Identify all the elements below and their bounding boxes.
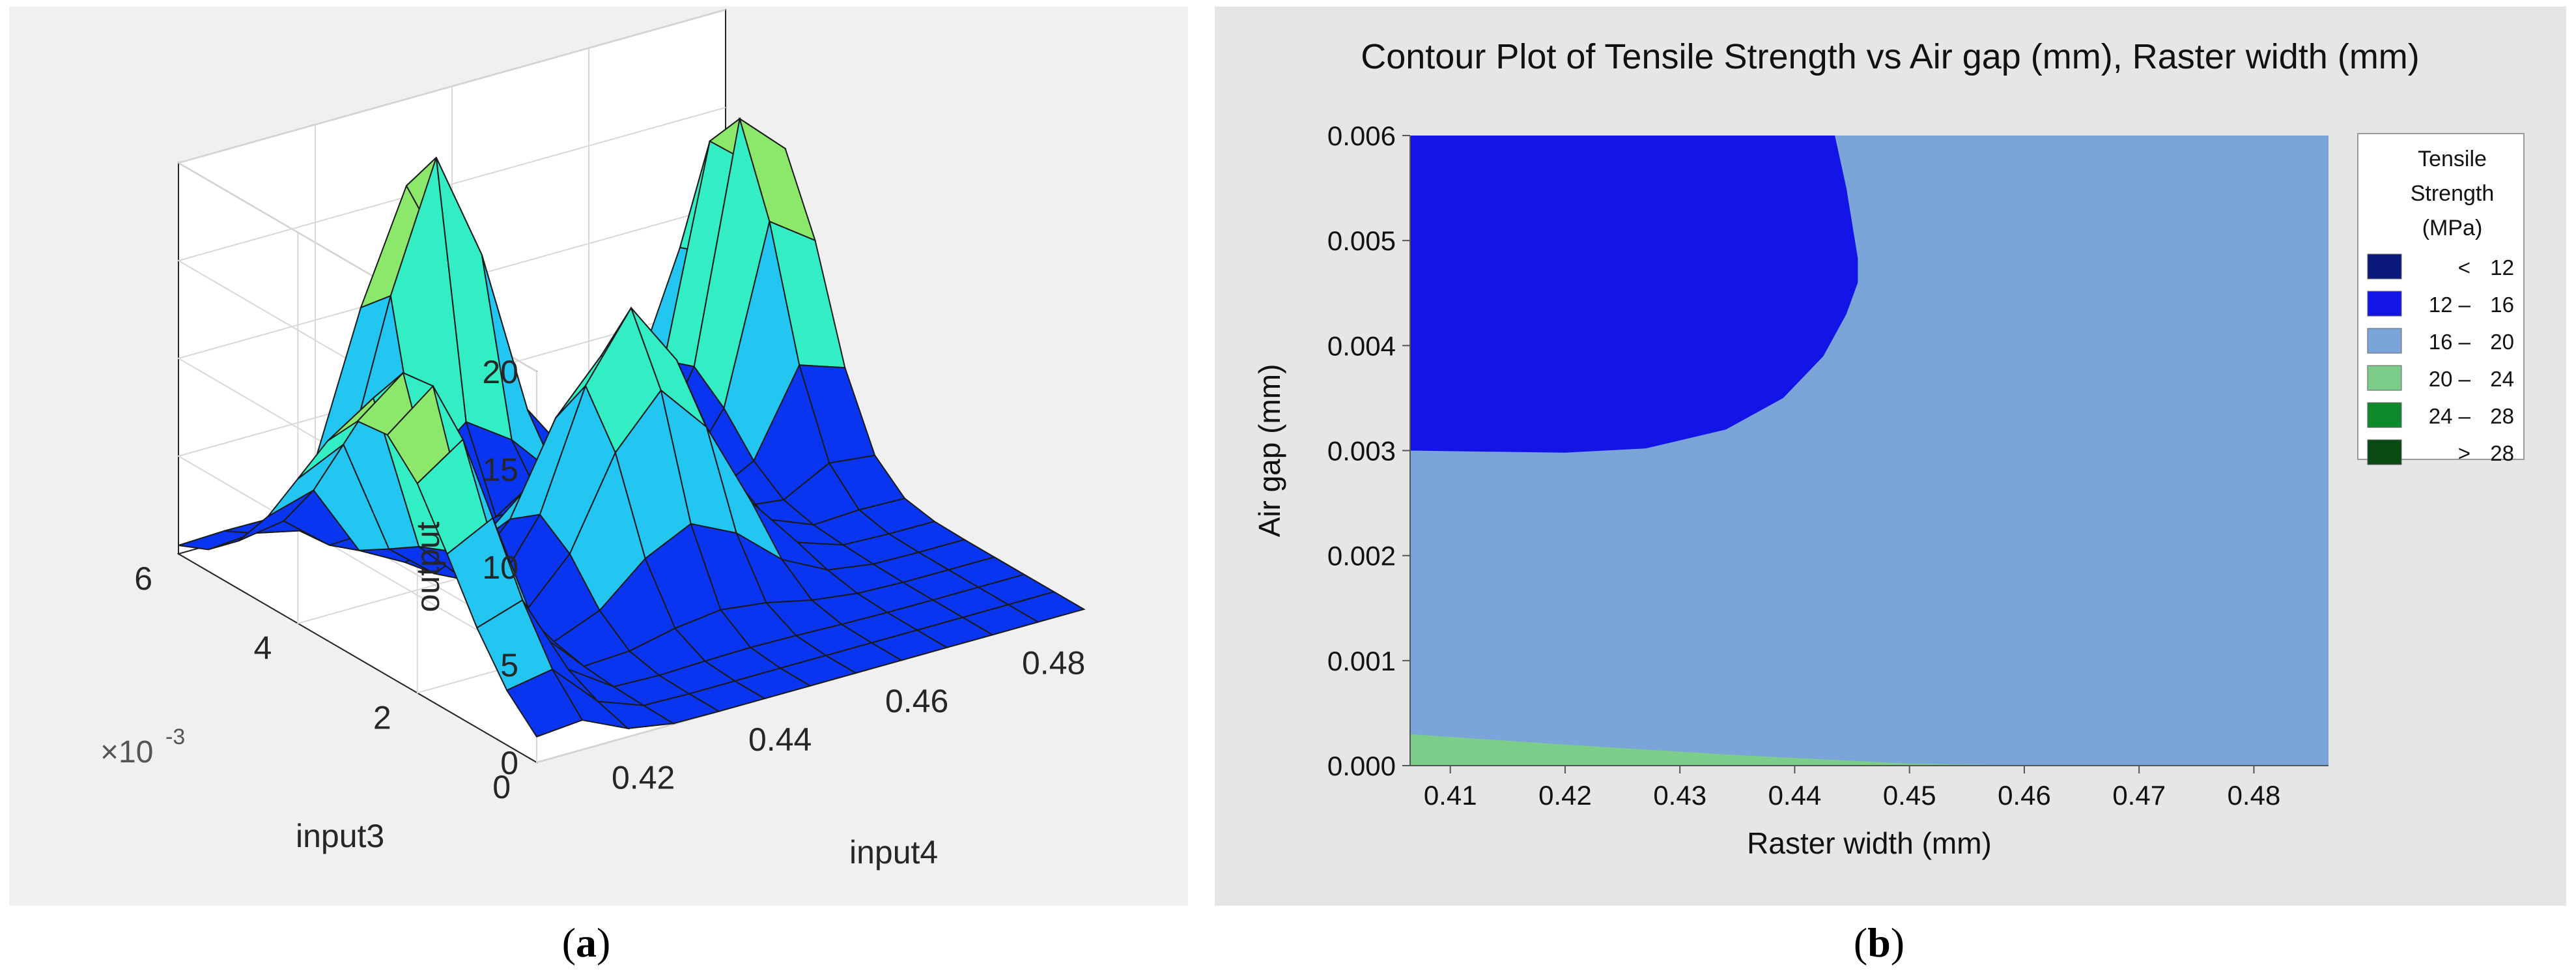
z-tick-label: 20 [482,354,518,390]
legend-label-lo: 24 – [2429,404,2471,428]
z-axis-label: output [410,521,446,612]
caption-a-letter: a [576,919,597,966]
y-tick-label: 4 [254,630,272,667]
contour-plot-canvas: Contour Plot of Tensile Strength vs Air … [1253,37,2525,860]
surface-patch [1006,591,1086,623]
x-axis-label: Raster width (mm) [1747,826,1992,860]
legend-label-lo: > [2458,441,2470,465]
y-multiplier-exp: -3 [165,725,185,749]
x-tick-label: 0.46 [1998,780,2051,811]
x-tick-label: 0.43 [1653,780,1706,811]
caption-a: (a) [561,919,611,966]
y-tick-label: 0.004 [1327,330,1396,361]
legend-swatch [2367,402,2402,428]
legend-label-hi: 20 [2490,330,2514,354]
legend-title-line: Tensile [2418,147,2487,171]
x-tick-label: 0.42 [1538,780,1592,811]
legend-swatch [2367,439,2402,465]
z-tick-label: 5 [500,647,518,684]
y-tick-label: 0.001 [1327,646,1396,676]
surface-plot-canvas: 0 5 10 15 20 output 0 2 4 6 ×10 -3 input3 0.42 0.44 0.4… [100,8,1086,871]
x-tick-label: 0.48 [1022,644,1085,681]
legend-label-hi: 12 [2490,255,2514,280]
y-multiplier-base: ×10 [100,735,153,770]
x-tick-label: 0.45 [1883,780,1936,811]
legend-label-hi: 24 [2490,367,2514,391]
y-tick-label: 2 [373,699,391,736]
legend-label-lo: 16 – [2429,330,2471,354]
z-tick-label: 10 [482,549,518,586]
y-axis-label: input3 [296,818,384,854]
y-tick-label: 0 [492,769,511,805]
legend-label-lo: < [2458,255,2470,280]
x-tick-label: 0.42 [612,760,675,796]
x-tick-label: 0.41 [1424,780,1477,811]
y-tick-label: 0.005 [1327,225,1396,256]
x-tick-label: 0.47 [2112,780,2166,811]
legend-swatch [2367,365,2402,391]
legend-swatch [2367,253,2402,280]
caption-b: (b) [1853,919,1905,966]
y-axis-label: Air gap (mm) [1253,364,1286,538]
contour-region-12-16 [1410,136,1858,453]
y-tick-label: 0.006 [1327,121,1396,151]
legend-label-hi: 28 [2490,441,2514,465]
y-tick-label: 6 [134,560,152,597]
y-tick-label: 0.003 [1327,436,1396,467]
y-tick-label: 0.000 [1327,751,1396,781]
legend-swatch [2367,291,2402,317]
x-tick-label: 0.48 [2228,780,2281,811]
panel-a-surface-plot: 0 5 10 15 20 output 0 2 4 6 ×10 -3 input3 0.42 0.44 0.4… [9,7,1188,906]
x-tick-label: 0.46 [885,683,948,719]
x-tick-label: 0.44 [1768,780,1822,811]
y-tick-label: 0.002 [1327,541,1396,571]
panel-b-contour-plot: Contour Plot of Tensile Strength vs Air … [1215,7,2566,906]
legend-label-lo: 12 – [2429,293,2471,317]
legend-label-lo: 20 – [2429,367,2471,391]
legend-swatch [2367,328,2402,354]
legend-title-line: Strength [2411,181,2495,206]
contour-title: Contour Plot of Tensile Strength vs Air … [1361,37,2420,76]
contour-region-20-24 [1410,734,2024,766]
legend-label-hi: 16 [2490,293,2514,317]
x-tick-label: 0.44 [748,721,812,758]
x-axis-label: input4 [849,834,938,871]
legend-title-line: (MPa) [2422,216,2483,240]
caption-b-letter: b [1867,919,1891,966]
z-tick-label: 15 [482,452,518,488]
z-tick-label: 0 [500,745,518,781]
legend-label-hi: 28 [2490,404,2514,428]
